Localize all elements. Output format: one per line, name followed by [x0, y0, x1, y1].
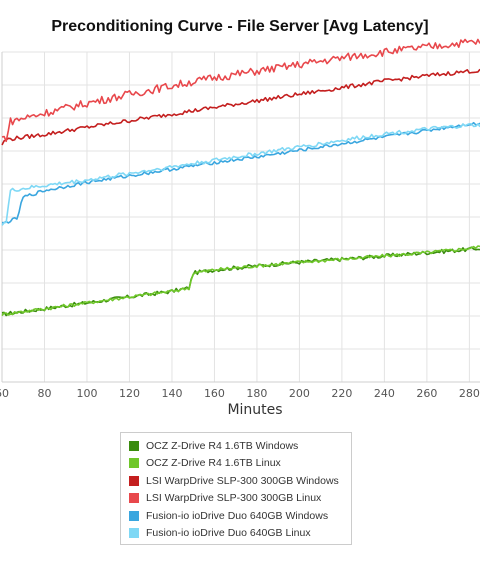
- legend-label: LSI WarpDrive SLP-300 300GB Windows: [146, 474, 339, 487]
- x-tick-label: 60: [0, 387, 9, 400]
- legend-swatch: [129, 510, 139, 521]
- legend-item-ocz-windows: OCZ Z-Drive R4 1.6TB Windows: [129, 437, 351, 455]
- x-axis-label: Minutes: [227, 402, 283, 418]
- legend-swatch: [129, 475, 139, 486]
- x-tick-label: 100: [76, 387, 97, 400]
- legend-label: Fusion-io ioDrive Duo 640GB Windows: [146, 509, 329, 522]
- x-tick-label: 200: [289, 387, 310, 400]
- series-fusion-linux: [1, 123, 480, 226]
- plot-area: 60 80 100 120 140 160 180 200 220 240 260 280: [0, 38, 480, 400]
- series-ocz-linux: [1, 245, 480, 317]
- legend-label: LSI WarpDrive SLP-300 300GB Linux: [146, 492, 322, 505]
- series-lsi-linux: [1, 38, 480, 143]
- legend-item-lsi-linux: LSI WarpDrive SLP-300 300GB Linux: [129, 490, 351, 508]
- chart-title: Preconditioning Curve - File Server [Avg…: [51, 18, 429, 35]
- legend-swatch: [129, 493, 139, 504]
- legend-item-fusion-windows: Fusion-io ioDrive Duo 640GB Windows: [129, 507, 351, 525]
- x-tick-label: 160: [204, 387, 225, 400]
- legend: OCZ Z-Drive R4 1.6TB Windows OCZ Z-Drive…: [120, 432, 352, 545]
- legend-swatch: [129, 440, 139, 451]
- series-lsi-windows: [1, 68, 480, 146]
- series-fusion-windows: [1, 121, 480, 224]
- x-tick-label: 80: [37, 387, 51, 400]
- legend-swatch: [129, 528, 139, 539]
- x-tick-label: 120: [119, 387, 140, 400]
- legend-label: OCZ Z-Drive R4 1.6TB Linux: [146, 457, 281, 470]
- x-tick-label: 140: [161, 387, 182, 400]
- x-tick-label: 220: [331, 387, 352, 400]
- x-tick-label: 280: [459, 387, 480, 400]
- legend-swatch: [129, 458, 139, 469]
- x-tick-label: 240: [374, 387, 395, 400]
- legend-item-fusion-linux: Fusion-io ioDrive Duo 640GB Linux: [129, 525, 351, 543]
- x-tick-label: 180: [246, 387, 267, 400]
- legend-label: OCZ Z-Drive R4 1.6TB Windows: [146, 439, 299, 452]
- legend-item-ocz-linux: OCZ Z-Drive R4 1.6TB Linux: [129, 455, 351, 473]
- x-tick-label: 260: [416, 387, 437, 400]
- legend-item-lsi-windows: LSI WarpDrive SLP-300 300GB Windows: [129, 472, 351, 490]
- legend-label: Fusion-io ioDrive Duo 640GB Linux: [146, 527, 311, 540]
